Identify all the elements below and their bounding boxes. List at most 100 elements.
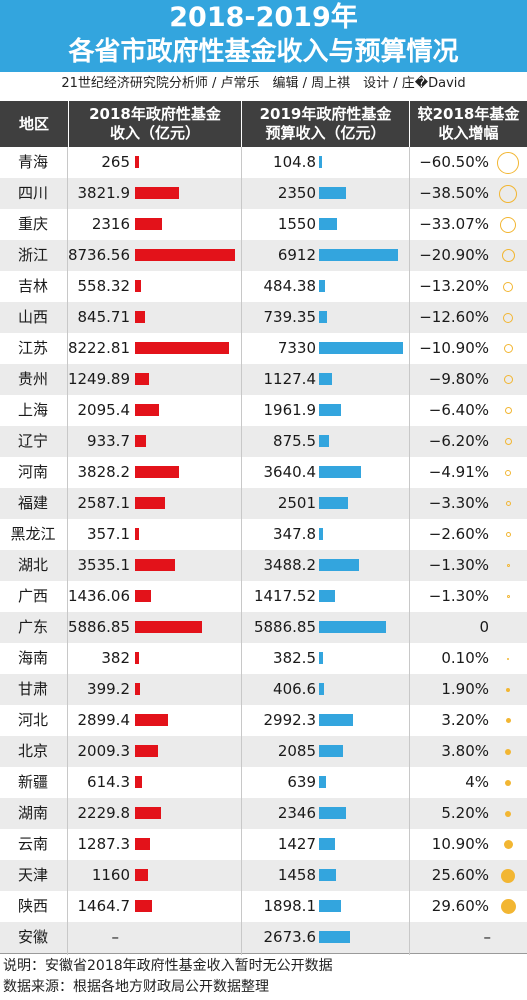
change-value: 1.90% <box>441 680 489 698</box>
table-row: 黑龙江 357.1 347.8 −2.60% <box>0 519 527 550</box>
decrease-circle <box>503 312 513 323</box>
region-label: 黑龙江 <box>10 525 56 543</box>
table-row: 天津 1160 1458 25.60% <box>0 860 527 891</box>
region-label: 天津 <box>17 866 48 884</box>
table-row: 湖南 2229.8 2346 5.20% <box>0 798 527 829</box>
decrease-circle <box>504 438 512 445</box>
column-header-bg-change <box>410 101 527 147</box>
budget-2019-value: 1898.1 <box>263 897 317 915</box>
budget-2019-bar <box>319 590 335 602</box>
region-label: 新疆 <box>17 773 48 791</box>
income-2018-value: 2899.4 <box>77 711 131 729</box>
decrease-circle <box>503 281 513 292</box>
table-row: 河北 2899.4 2992.3 3.20% <box>0 705 527 736</box>
income-2018-value: 1287.3 <box>77 835 131 853</box>
income-2018-value: 3828.2 <box>77 463 131 481</box>
increase-circle <box>507 657 509 660</box>
table-row: 安徽 – 2673.6 – <box>0 922 527 953</box>
budget-2019-value: 5886.85 <box>253 618 316 636</box>
column-header-2019-budget: 2019年政府性基金 预算收入（亿元） <box>259 105 392 142</box>
source-text: 数据来源：根据各地方财政局公开数据整理 <box>3 979 269 995</box>
income-2018-value: 1160 <box>91 866 130 884</box>
budget-2019-bar <box>319 435 329 447</box>
budget-2019-value: 3640.4 <box>263 463 317 481</box>
region-label: 海南 <box>17 649 48 667</box>
change-value: −60.50% <box>419 153 489 171</box>
budget-2019-bar <box>319 652 323 664</box>
change-value: 3.80% <box>441 742 489 760</box>
table-row: 新疆 614.3 639 4% <box>0 767 527 798</box>
budget-2019-bar <box>319 311 327 323</box>
region-label: 云南 <box>17 835 48 853</box>
region-label: 陕西 <box>17 897 48 915</box>
region-label: 辽宁 <box>17 432 48 450</box>
budget-2019-bar <box>319 838 335 850</box>
budget-2019-value: 347.8 <box>273 525 316 543</box>
budget-2019-bar <box>319 249 398 261</box>
income-2018-value: 2095.4 <box>77 401 131 419</box>
income-2018-bar <box>135 900 152 912</box>
increase-circle <box>505 748 511 755</box>
region-label: 浙江 <box>17 246 48 264</box>
budget-2019-value: 382.5 <box>273 649 316 667</box>
column-header-bg-region <box>0 101 68 147</box>
change-value: −9.80% <box>428 370 489 388</box>
income-2018-value: 8222.81 <box>67 339 130 357</box>
region-label: 吉林 <box>17 277 48 295</box>
budget-2019-value: 739.35 <box>263 308 317 326</box>
region-label: 广东 <box>17 618 48 636</box>
budget-2019-bar <box>319 776 326 788</box>
income-2018-bar <box>135 745 158 757</box>
income-2018-value: 399.2 <box>87 680 130 698</box>
income-2018-value: 3821.9 <box>77 184 131 202</box>
budget-2019-bar <box>319 931 350 943</box>
budget-2019-bar <box>319 156 322 168</box>
credits: 21世纪经济研究院分析师 / 卢常乐 编辑 / 周上祺 设计 / 庄�David <box>61 76 466 91</box>
region-label: 山西 <box>17 308 48 326</box>
increase-circle <box>505 779 511 786</box>
budget-2019-bar <box>319 280 325 292</box>
income-2018-bar <box>135 714 168 726</box>
increase-circle <box>505 810 511 817</box>
budget-2019-bar <box>319 900 341 912</box>
change-value: −3.30% <box>428 494 489 512</box>
budget-2019-value: 3488.2 <box>263 556 317 574</box>
column-header-region: 地区 <box>18 114 49 133</box>
region-label: 贵州 <box>17 370 48 388</box>
change-value: −6.40% <box>428 401 489 419</box>
table-row: 河南 3828.2 3640.4 −4.91% <box>0 457 527 488</box>
table-row: 辽宁 933.7 875.5 −6.20% <box>0 426 527 457</box>
income-2018-bar <box>135 218 162 230</box>
region-label: 北京 <box>17 742 48 760</box>
change-value: −4.91% <box>428 463 489 481</box>
region-label: 湖南 <box>17 804 48 822</box>
budget-2019-value: 2992.3 <box>263 711 317 729</box>
budget-2019-bar <box>319 621 386 633</box>
region-label: 甘肃 <box>17 680 48 698</box>
change-value: 29.60% <box>431 897 489 915</box>
decrease-circle <box>505 469 511 476</box>
change-value: 4% <box>465 773 489 791</box>
change-value: 25.60% <box>431 866 489 884</box>
region-label: 上海 <box>17 401 48 419</box>
income-2018-bar <box>135 404 159 416</box>
income-2018-bar <box>135 249 235 261</box>
budget-2019-bar <box>319 187 346 199</box>
column-header-bg-2018 <box>69 101 241 147</box>
income-2018-value: 357.1 <box>87 525 130 543</box>
region-label: 四川 <box>17 184 48 202</box>
income-2018-bar <box>135 156 139 168</box>
budget-2019-value: 104.8 <box>273 153 316 171</box>
region-label: 安徽 <box>17 928 48 946</box>
change-value: −38.50% <box>419 184 489 202</box>
budget-2019-value: 875.5 <box>273 432 316 450</box>
income-2018-value: 3535.1 <box>77 556 131 574</box>
budget-2019-value: 7330 <box>277 339 316 357</box>
budget-2019-value: 6912 <box>277 246 316 264</box>
income-2018-bar <box>135 280 141 292</box>
income-2018-value: 1249.89 <box>67 370 130 388</box>
change-value: −33.07% <box>419 215 489 233</box>
region-label: 青海 <box>17 153 48 171</box>
table-row: 福建 2587.1 2501 −3.30% <box>0 488 527 519</box>
table-row: 云南 1287.3 1427 10.90% <box>0 829 527 860</box>
